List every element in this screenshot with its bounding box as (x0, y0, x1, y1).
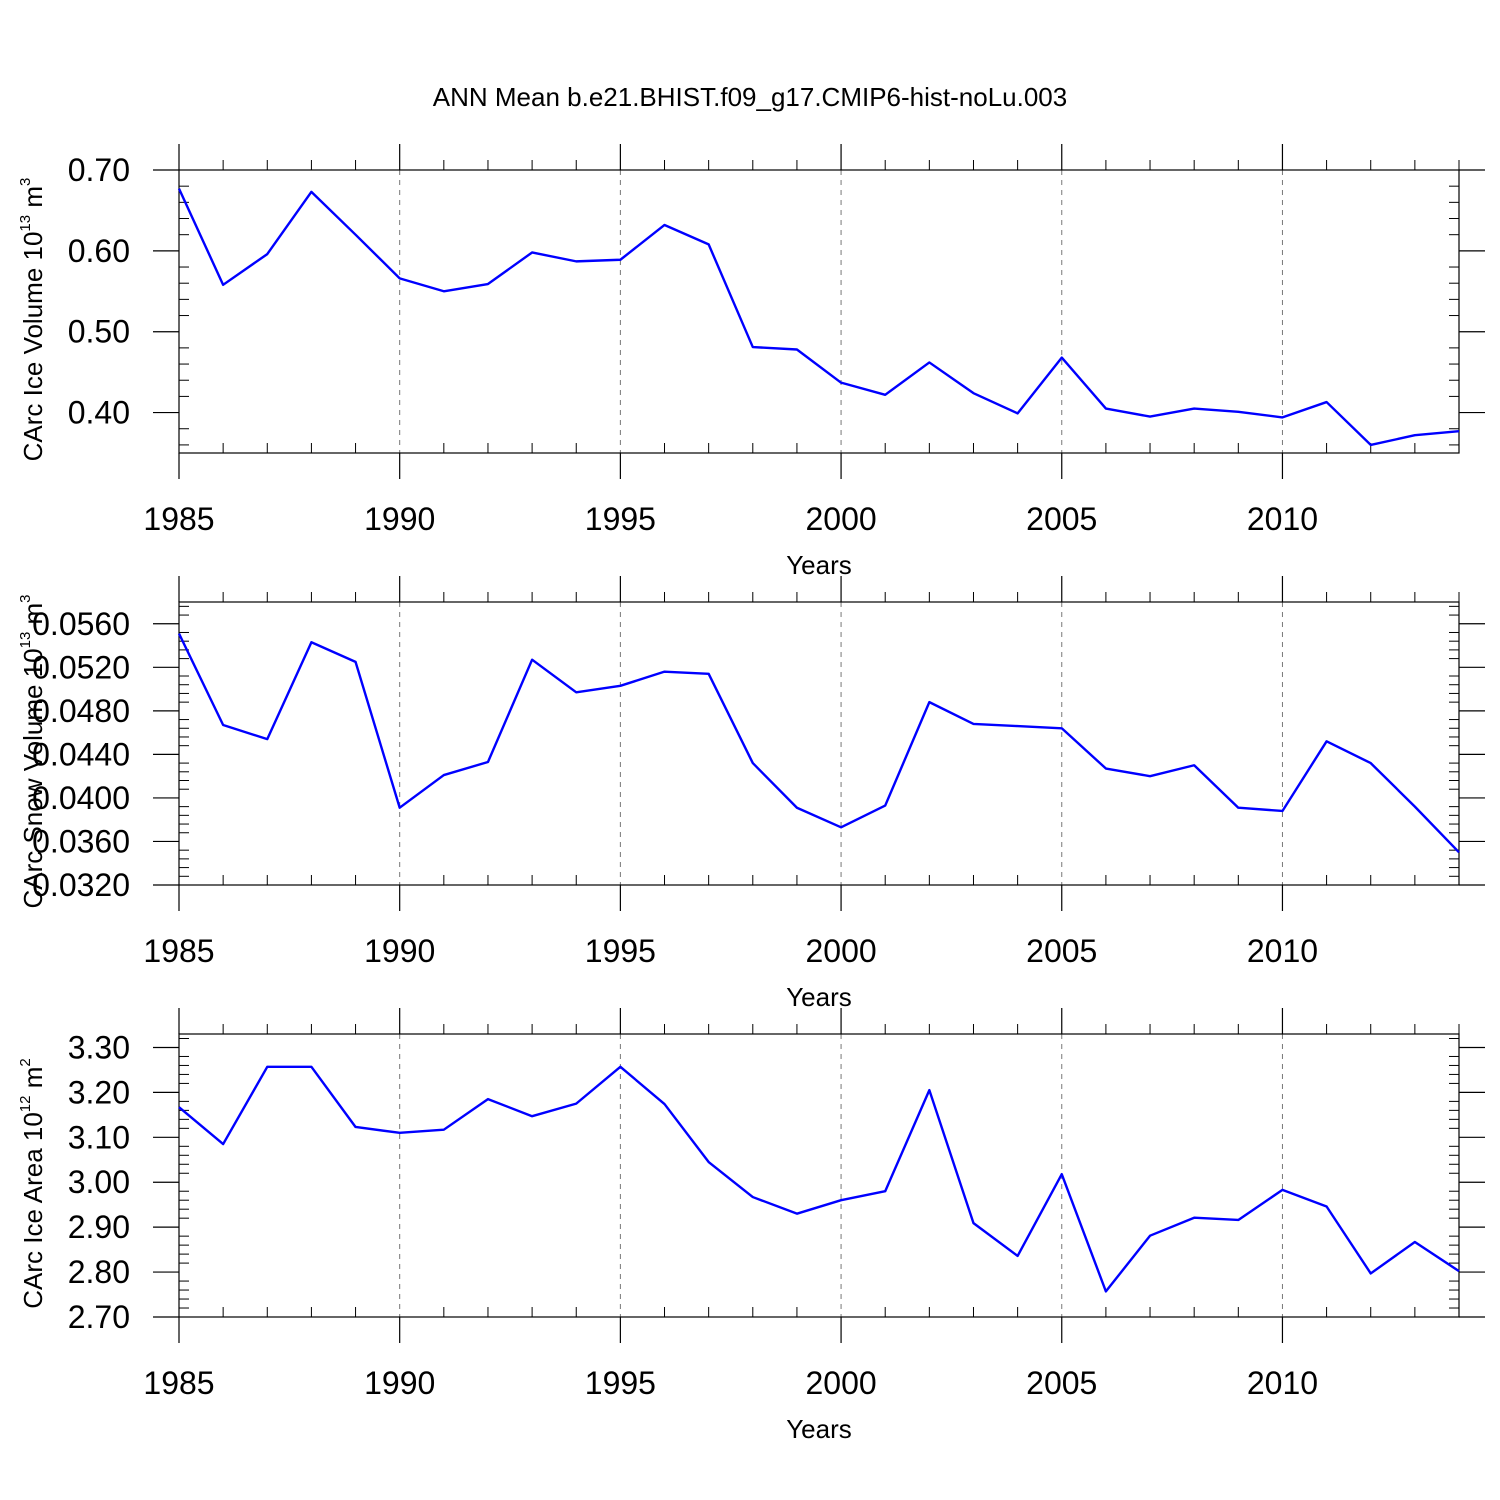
y-axis-label-superscript: 12 (17, 1096, 34, 1113)
x-axis-label: Years (786, 550, 852, 580)
y-tick-label: 0.40 (68, 395, 130, 431)
x-axis-label: Years (786, 982, 852, 1012)
x-tick-label: 2005 (1026, 933, 1097, 969)
y-axis-label-superscript: 3 (17, 178, 34, 186)
x-tick-label: 1995 (585, 1365, 656, 1401)
y-tick-label: 0.0400 (32, 780, 130, 816)
y-axis-label-part: m (18, 1067, 48, 1096)
panel-3: 1985 1990 1995 2000 2005 2010 2.70 2.80 2.90 3.00… (17, 1008, 1485, 1444)
figure-title: ANN Mean b.e21.BHIST.f09_g17.CMIP6-hist-… (433, 82, 1067, 112)
y-axis-label: CArc Ice Volume 1013 m3 (17, 178, 48, 462)
y-axis-label-superscript: 3 (17, 594, 34, 602)
x-tick-label: 2000 (805, 933, 876, 969)
panels: 1985 1990 1995 2000 2005 2010 0.40 0.50 0.60 0.70… (17, 144, 1485, 1444)
y-tick-label: 0.50 (68, 314, 130, 350)
x-tick-label: 2000 (805, 501, 876, 537)
y-axis-label-part: CArc Ice Volume 10 (18, 232, 48, 462)
y-tick-label: 3.30 (68, 1029, 130, 1065)
x-tick-label: 2010 (1247, 501, 1318, 537)
y-axis-label-part: m (18, 603, 48, 632)
y-tick-label: 0.0560 (32, 606, 130, 642)
y-tick-label: 0.0440 (32, 736, 130, 772)
x-tick-label: 1985 (143, 1365, 214, 1401)
x-tick-label: 1990 (364, 1365, 435, 1401)
series-line (177, 633, 1460, 854)
y-tick-label: 2.70 (68, 1299, 130, 1335)
x-tick-label: 2000 (805, 1365, 876, 1401)
x-tick-label: 1995 (585, 933, 656, 969)
plot-frame (178, 169, 1460, 454)
plot-frame (178, 1033, 1460, 1318)
y-tick-label: 0.0360 (32, 823, 130, 859)
panel-1: 1985 1990 1995 2000 2005 2010 0.40 0.50 0.60 0.70… (17, 144, 1485, 580)
y-tick-label: 2.80 (68, 1254, 130, 1290)
y-axis-label-superscript: 2 (17, 1058, 34, 1066)
series-line (177, 188, 1460, 447)
x-tick-label: 2010 (1247, 1365, 1318, 1401)
y-tick-label: 3.00 (68, 1164, 130, 1200)
x-axis-label: Years (786, 1414, 852, 1444)
series-line (178, 1065, 1460, 1293)
y-axis-label-superscript: 13 (17, 215, 34, 232)
x-tick-label: 2010 (1247, 933, 1318, 969)
x-tick-label: 1985 (143, 501, 214, 537)
x-tick-label: 1985 (143, 933, 214, 969)
y-tick-label: 3.10 (68, 1119, 130, 1155)
x-tick-label: 2005 (1026, 1365, 1097, 1401)
y-tick-label: 0.0480 (32, 693, 130, 729)
y-tick-label: 2.90 (68, 1209, 130, 1245)
y-axis-label-part: CArc Ice Area 10 (18, 1112, 48, 1309)
y-tick-label: 0.60 (68, 233, 130, 269)
x-tick-label: 1990 (364, 933, 435, 969)
y-axis-label-part: m (18, 186, 48, 215)
y-axis-label: CArc Ice Area 1012 m2 (17, 1058, 48, 1308)
y-axis-label-part: CArc Snow Volume 10 (18, 648, 48, 908)
y-tick-label: 3.20 (68, 1074, 130, 1110)
x-tick-label: 2005 (1026, 501, 1097, 537)
plot-frame (178, 601, 1460, 886)
x-tick-label: 1995 (585, 501, 656, 537)
x-tick-label: 1990 (364, 501, 435, 537)
panel-2: 1985 1990 1995 2000 2005 2010 0.0320 0.0360 0.04… (17, 576, 1485, 1012)
y-axis-label: CArc Snow Volume 1013 m3 (17, 594, 48, 908)
y-tick-label: 0.0520 (32, 649, 130, 685)
y-tick-label: 0.70 (68, 152, 130, 188)
y-tick-label: 0.0320 (32, 867, 130, 903)
y-axis-label-superscript: 13 (17, 632, 34, 649)
